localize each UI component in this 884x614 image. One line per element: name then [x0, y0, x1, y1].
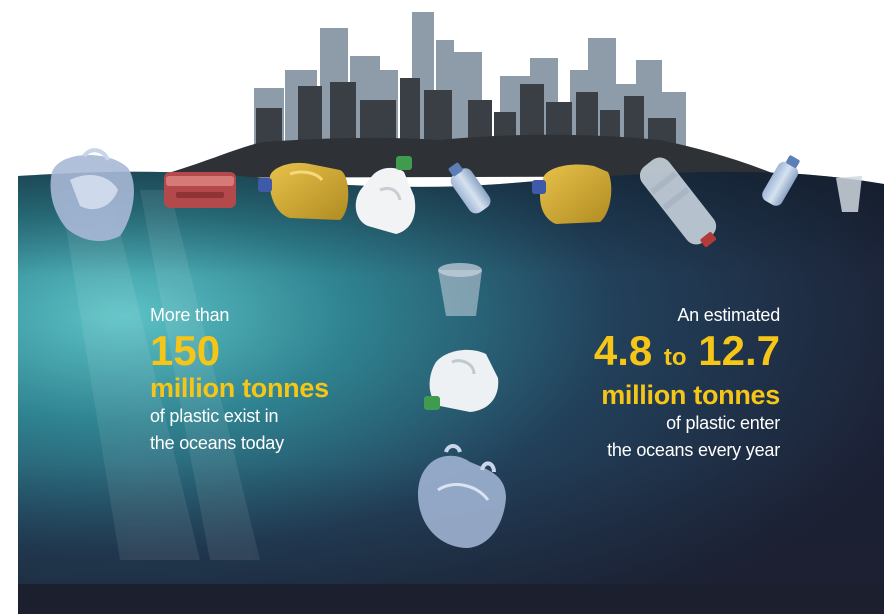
plastic-bag-icon: [418, 444, 506, 548]
right-stat-connector: to: [663, 344, 687, 371]
bottom-band: [18, 584, 884, 614]
detergent-jug-icon: [258, 162, 349, 220]
left-stat-number: 150: [150, 327, 221, 374]
left-stat-intro: More than: [150, 305, 230, 325]
plastic-cup-icon: [836, 176, 862, 212]
right-stat: An estimated 4.8 to 12.7 million tonnes …: [594, 302, 780, 464]
right-stat-number-low: 4.8: [593, 327, 653, 374]
left-stat-desc-line1: of plastic exist in: [150, 406, 279, 426]
plastic-bag-icon: [50, 148, 134, 242]
left-stat: More than 150 million tonnes of plastic …: [150, 302, 329, 457]
water-bottle-icon: [448, 162, 491, 214]
milk-jug-icon: [424, 349, 499, 412]
food-container-icon: [164, 172, 236, 208]
detergent-jug-icon: [532, 164, 612, 224]
right-stat-desc-line2: the oceans every year: [607, 440, 780, 460]
left-stat-desc-line2: the oceans today: [150, 433, 284, 453]
water-bottle-icon: [639, 157, 717, 248]
plastic-cup-icon: [438, 263, 482, 316]
left-stat-unit: million tonnes: [150, 373, 329, 403]
right-stat-number-high: 12.7: [698, 327, 780, 374]
right-stat-intro: An estimated: [677, 305, 780, 325]
right-stat-number-range: 4.8 to 12.7: [594, 329, 780, 380]
milk-jug-icon: [355, 156, 416, 234]
right-stat-unit: million tonnes: [601, 380, 780, 410]
water-bottle-icon: [762, 155, 800, 206]
city-skyline-icon: [150, 12, 780, 178]
right-stat-desc-line1: of plastic enter: [666, 413, 780, 433]
